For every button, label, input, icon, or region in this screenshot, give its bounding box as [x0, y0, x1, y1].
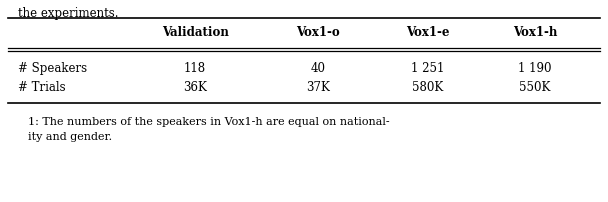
Text: 1 251: 1 251 — [412, 61, 444, 75]
Text: 118: 118 — [184, 61, 206, 75]
Text: 550K: 550K — [519, 81, 551, 95]
Text: Validation: Validation — [162, 26, 229, 40]
Text: 40: 40 — [311, 61, 325, 75]
Text: 1 190: 1 190 — [518, 61, 551, 75]
Text: # Speakers: # Speakers — [18, 61, 87, 75]
Text: the experiments.: the experiments. — [18, 7, 119, 20]
Text: 37K: 37K — [306, 81, 330, 95]
Text: # Trials: # Trials — [18, 81, 66, 95]
Text: ity and gender.: ity and gender. — [28, 132, 112, 142]
Text: 36K: 36K — [183, 81, 207, 95]
Text: 580K: 580K — [412, 81, 444, 95]
Text: 1: The numbers of the speakers in Vox1-h are equal on national-: 1: The numbers of the speakers in Vox1-h… — [28, 117, 390, 127]
Text: Vox1-h: Vox1-h — [513, 26, 557, 40]
Text: Vox1-e: Vox1-e — [406, 26, 450, 40]
Text: Vox1-o: Vox1-o — [296, 26, 340, 40]
